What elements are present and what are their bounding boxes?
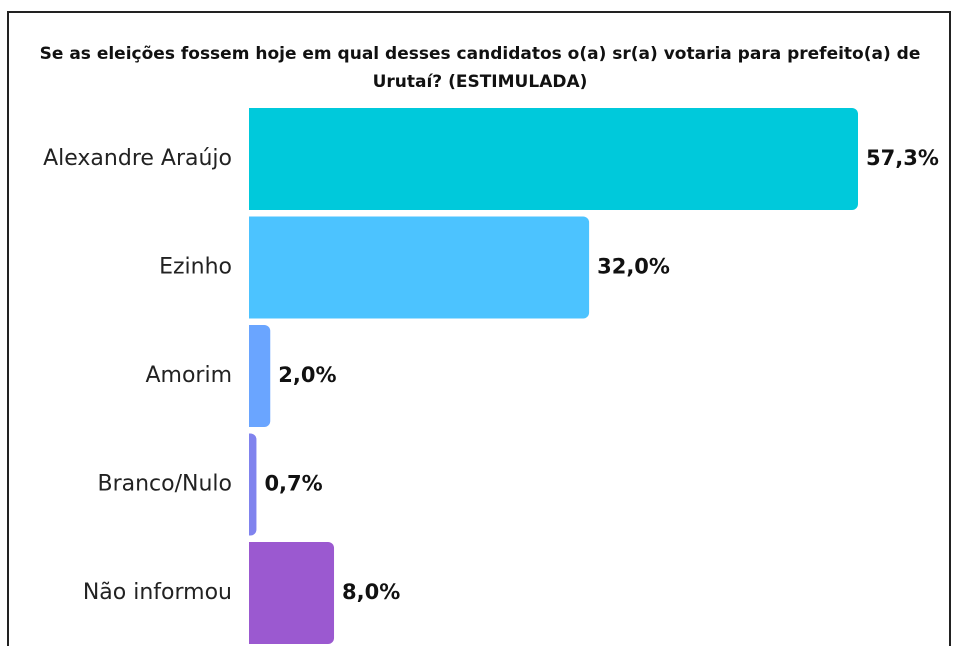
- bar-mask: [242, 216, 249, 319]
- chart-title: Se as eleições fossem hoje em qual desse…: [39, 44, 921, 92]
- category-label: Branco/Nulo: [97, 472, 232, 497]
- category-label: Amorim: [145, 363, 232, 388]
- value-label: 32,0%: [597, 255, 670, 279]
- category-label: Ezinho: [159, 255, 232, 280]
- bar-mask: [242, 108, 249, 210]
- category-label: Alexandre Araújo: [43, 146, 232, 171]
- category-label: Não informou: [83, 580, 232, 605]
- bar-mask: [242, 433, 249, 536]
- bar-mask: [242, 325, 249, 427]
- bar: [243, 108, 858, 210]
- bar: [243, 216, 590, 319]
- value-label: 0,7%: [264, 472, 322, 496]
- value-label: 2,0%: [278, 363, 336, 387]
- value-label: 8,0%: [342, 580, 400, 604]
- bar: [243, 325, 271, 427]
- bar-mask: [242, 542, 249, 644]
- frame: [7, 11, 951, 646]
- value-label: 57,3%: [866, 146, 939, 170]
- bar: [243, 542, 335, 644]
